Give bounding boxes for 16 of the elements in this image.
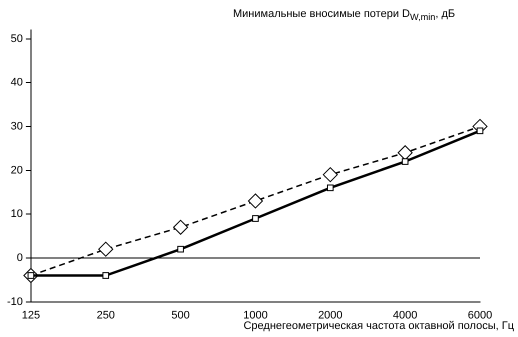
- x-tick-label: 125: [22, 309, 40, 322]
- y-tick-label: -10: [6, 296, 23, 308]
- y-tick-label: 10: [10, 208, 23, 220]
- x-tick-label: 500: [171, 309, 190, 322]
- y-tick-label: 30: [10, 120, 23, 132]
- y-tick-label: 50: [10, 32, 23, 45]
- x-tick-label: 250: [96, 309, 115, 322]
- y-axis-title: Минимальные вносимые потери D$_{W,min}$, дБ: [233, 8, 456, 22]
- x-tick-label: 2000: [318, 309, 343, 322]
- y-tick-label: 0: [16, 252, 23, 264]
- x-tick-label: 1000: [243, 309, 268, 322]
- x-axis-title: Среднегеометрическая частота октавной полосы, Гц: [243, 320, 514, 332]
- x-tick-label: 6000: [468, 309, 492, 322]
- x-tick-label: 4000: [392, 309, 418, 322]
- y-tick-label: 40: [10, 76, 23, 89]
- y-tick-label: 20: [10, 164, 23, 176]
